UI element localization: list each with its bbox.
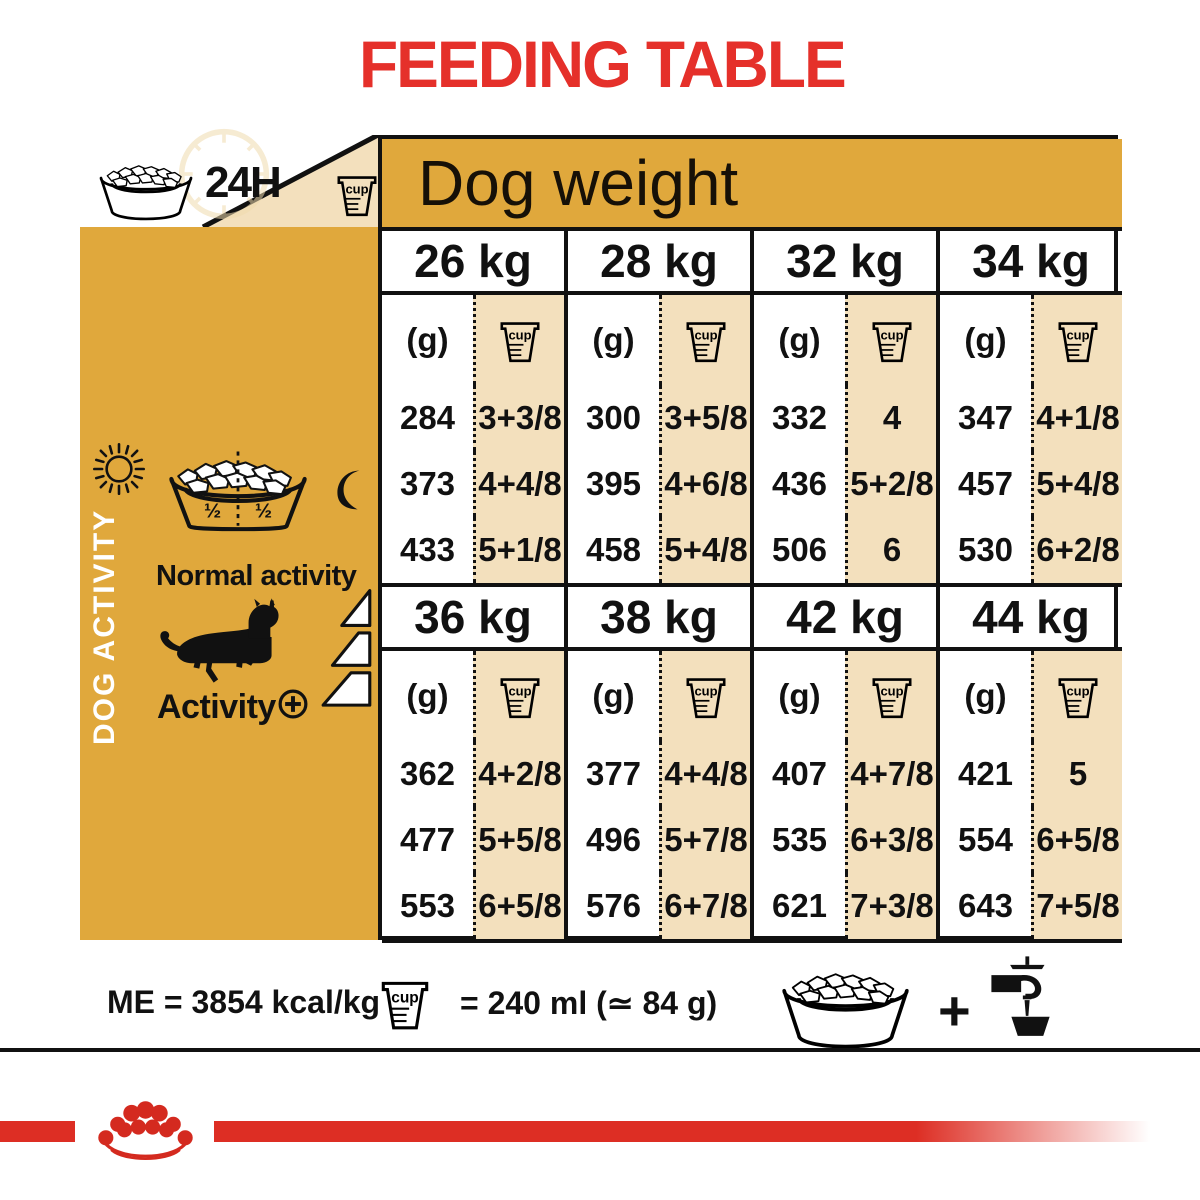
svg-text:cup: cup xyxy=(345,182,368,197)
svg-text:cup: cup xyxy=(694,684,717,699)
svg-text:cup: cup xyxy=(391,989,419,1006)
svg-text:cup: cup xyxy=(694,328,717,343)
svg-text:cup: cup xyxy=(880,684,903,699)
svg-text:cup: cup xyxy=(880,328,903,343)
svg-text:cup: cup xyxy=(1066,684,1089,699)
svg-text:½: ½ xyxy=(204,499,221,522)
svg-text:cup: cup xyxy=(508,328,531,343)
svg-text:cup: cup xyxy=(508,684,531,699)
svg-text:cup: cup xyxy=(1066,328,1089,343)
svg-text:½: ½ xyxy=(255,499,272,522)
